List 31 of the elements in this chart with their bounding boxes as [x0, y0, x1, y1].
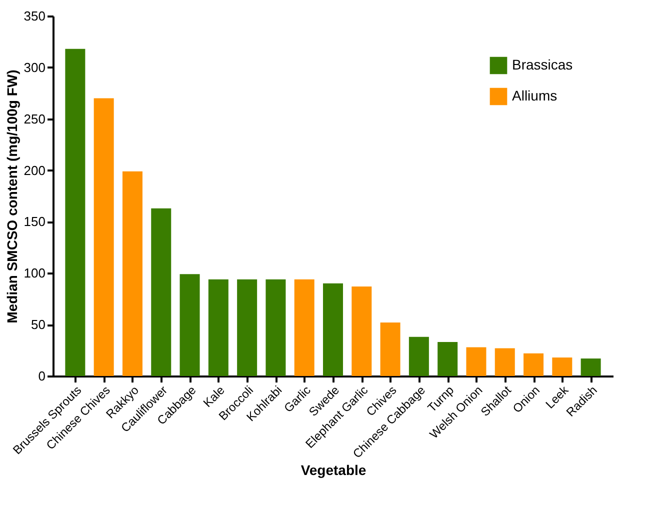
bar	[494, 348, 515, 376]
bar	[380, 322, 400, 376]
bar	[65, 48, 86, 376]
y-tick-label: 350	[24, 8, 46, 24]
bar	[180, 274, 200, 376]
y-axis-title: Median SMCSO content (mg/100g FW)	[4, 70, 20, 324]
bar	[122, 171, 142, 376]
bar	[352, 286, 372, 376]
bar	[208, 279, 228, 376]
y-tick-label: 100	[24, 266, 46, 281]
legend-label: Alliums	[512, 88, 558, 104]
bar	[580, 358, 601, 376]
bar	[266, 279, 286, 376]
bar	[94, 98, 114, 376]
bar	[552, 357, 572, 376]
bar	[466, 347, 486, 376]
y-tick-label: 150	[24, 214, 46, 230]
y-tick-label: 200	[24, 162, 46, 178]
bar	[151, 208, 172, 376]
bar	[438, 342, 458, 376]
x-axis-title: Vegetable	[300, 462, 366, 478]
y-tick-label: 300	[24, 60, 46, 75]
bar	[237, 279, 258, 376]
bar	[408, 336, 429, 376]
legend-label: Brassicas	[512, 56, 573, 72]
y-tick-label: 50	[31, 317, 46, 332]
bar	[524, 353, 544, 376]
y-tick-label: 250	[24, 111, 46, 126]
bar	[323, 283, 343, 376]
y-tick-label: 0	[38, 368, 46, 384]
bar	[294, 279, 314, 376]
